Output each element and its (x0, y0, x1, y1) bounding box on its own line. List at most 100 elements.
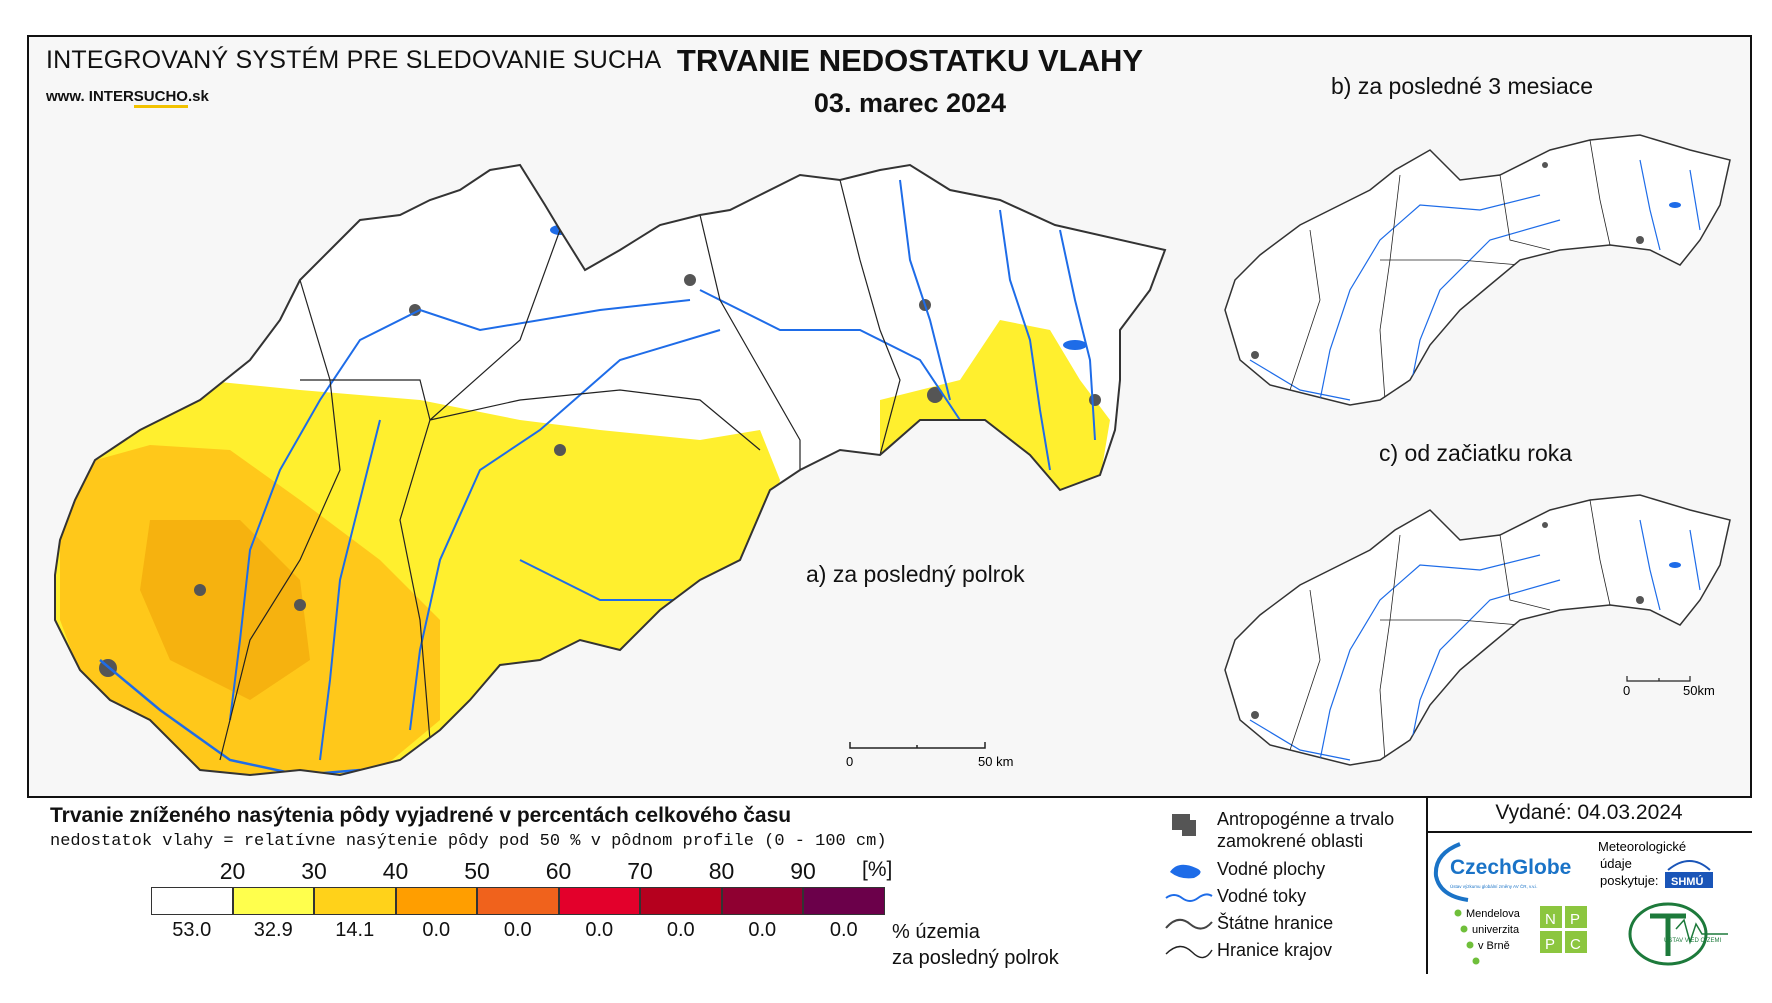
river-vah (229, 299, 691, 721)
nppc-logo: N P P C (1540, 906, 1587, 953)
river-ondava (999, 209, 1051, 471)
country-shape-b (1224, 134, 1731, 406)
map-title: TRVANIE NEDOSTATKU VLAHY (676, 43, 1144, 78)
region-border-1 (219, 279, 341, 761)
legend-percentage-1: 32.9 (253, 919, 293, 941)
urban-area-c-2 (1636, 596, 1644, 604)
river-key-icon (1165, 893, 1213, 902)
web-brand-b: SUCHO (133, 88, 188, 108)
czechglobe-sub: Ústav výzkumu globální změny AV ČR, v.v.… (1450, 883, 1538, 889)
legend-tick-90: 90 (790, 858, 816, 884)
panel-c-label: c) od začiatku roka (1379, 440, 1573, 466)
mendel-text-3: v Brně (1478, 940, 1510, 952)
nppc-p1: P (1570, 911, 1580, 928)
river-laborec (1059, 229, 1096, 441)
scale-bar-small (1626, 676, 1691, 682)
region-border-key-icon (1165, 945, 1213, 959)
legend-pct-caption: % územia za posledný polrok (892, 919, 1059, 971)
legend-panel (27, 796, 1752, 974)
legend-swatch-2 (314, 887, 396, 915)
mendel-text-1: Mendelova (1466, 908, 1521, 920)
scale-bar-small-start: 0 (1623, 683, 1630, 698)
issued-date: Vydané: 04.03.2024 (1495, 801, 1683, 824)
water-body-b (1669, 202, 1681, 208)
urban-area-kosice (927, 387, 943, 403)
scale-bar-main-end: 50 km (978, 754, 1013, 769)
legend-swatch-0 (151, 887, 233, 915)
country-shape-c (1224, 494, 1731, 766)
urban-area-poprad (684, 274, 696, 286)
mendel-text-2: univerzita (1472, 924, 1520, 936)
urban-area-b-2 (1636, 236, 1644, 244)
water-body-sirava (1063, 340, 1087, 350)
legend-percentage-0: 53.0 (172, 919, 212, 941)
urban-area-banska-bystrica (554, 444, 566, 456)
scale-bar-main-start: 0 (846, 754, 853, 769)
urban-key-icon (1172, 814, 1196, 836)
legend-percentage-8: 0.0 (829, 919, 858, 941)
scale-bar-small-end: 50km (1683, 683, 1715, 698)
meteo-text-2: údaje (1600, 856, 1632, 871)
map-panel-b (1224, 134, 1731, 406)
web-prefix: www. (46, 88, 85, 105)
legend-tick-20: 20 (219, 858, 246, 884)
urban-area-c-1 (1251, 711, 1259, 719)
uvz-name: ÚSTAV VIED O ZEMI (1664, 937, 1721, 944)
legend-subtitle: nedostatok vlahy = relatívne nasýtenie p… (50, 832, 887, 851)
state-border-key-icon (1165, 918, 1213, 930)
map-date: 03. marec 2024 (813, 88, 1007, 118)
key-state-border: Štátne hranice (1217, 913, 1334, 933)
region-border-6 (300, 379, 431, 421)
website-link[interactable]: www. INTERSUCHO.sk (46, 88, 209, 108)
legend-title: Trvanie zníženého nasýtenia pôdy vyjadre… (50, 804, 792, 827)
nppc-c: C (1570, 936, 1581, 953)
urban-area-michalovce (1089, 394, 1101, 406)
region-border-5 (839, 179, 901, 456)
panel-b-label: b) za posledné 3 mesiace (1331, 73, 1594, 99)
region-border-4 (699, 214, 801, 470)
web-brand-a: INTER (88, 88, 134, 105)
legend-tick-50: 50 (464, 858, 490, 884)
drought-zone-orange-core (140, 520, 310, 700)
urban-area-nitra (294, 599, 306, 611)
legend-pct-caption-1: % územia (892, 921, 980, 943)
legend-tick-80: 80 (708, 858, 735, 884)
region-borders-b (1289, 139, 1611, 401)
logos-area: CzechGlobe Ústav výzkumu globální změny … (1433, 839, 1728, 966)
nppc-p2: P (1545, 936, 1555, 953)
legend-swatch-1 (232, 887, 314, 915)
map-key-symbols (1165, 814, 1213, 959)
legend-tick-40: 40 (382, 858, 409, 884)
legend-swatch-8 (803, 887, 885, 915)
region-border-3 (429, 389, 761, 451)
shmu-name: SHMÚ (1671, 875, 1703, 888)
urban-area-b-1 (1251, 351, 1259, 359)
region-borders-c (1289, 499, 1611, 761)
rivers-b (1249, 159, 1701, 401)
legend-percentage-6: 0.0 (666, 919, 695, 941)
state-border-a (54, 163, 1167, 777)
legend-percentage-4: 0.0 (503, 919, 532, 941)
key-rivers: Vodné toky (1217, 886, 1307, 906)
meteo-text-1: Meteorologické (1598, 839, 1686, 854)
legend-percentage-5: 0.0 (585, 919, 614, 941)
web-suffix: .sk (187, 88, 209, 105)
shmu-logo: SHMÚ (1665, 860, 1713, 888)
legend-pct-caption-2: za posledný polrok (892, 947, 1059, 969)
legend-swatch-7 (721, 887, 803, 915)
river-torysa (899, 179, 951, 401)
mendel-logo: Mendelova univerzita v Brně (1454, 908, 1521, 965)
maps-svg: 0 50 km 0 50km (54, 134, 1731, 777)
key-urban: Antropogénne a trvalo (1217, 809, 1395, 829)
legend-swatch-4 (477, 887, 559, 915)
nppc-n: N (1545, 911, 1556, 928)
legend-tick-70: 70 (627, 858, 653, 884)
urban-area-c-3 (1542, 522, 1548, 528)
river-nitra (319, 419, 381, 761)
legend-percentage-2: 14.1 (335, 919, 375, 941)
map-panel-c: 0 50km (1224, 494, 1731, 766)
legend-tick-30: 30 (301, 858, 327, 884)
river-hron (409, 329, 721, 731)
region-border-2 (399, 229, 561, 741)
key-region-border: Hranice krajov (1217, 940, 1333, 960)
